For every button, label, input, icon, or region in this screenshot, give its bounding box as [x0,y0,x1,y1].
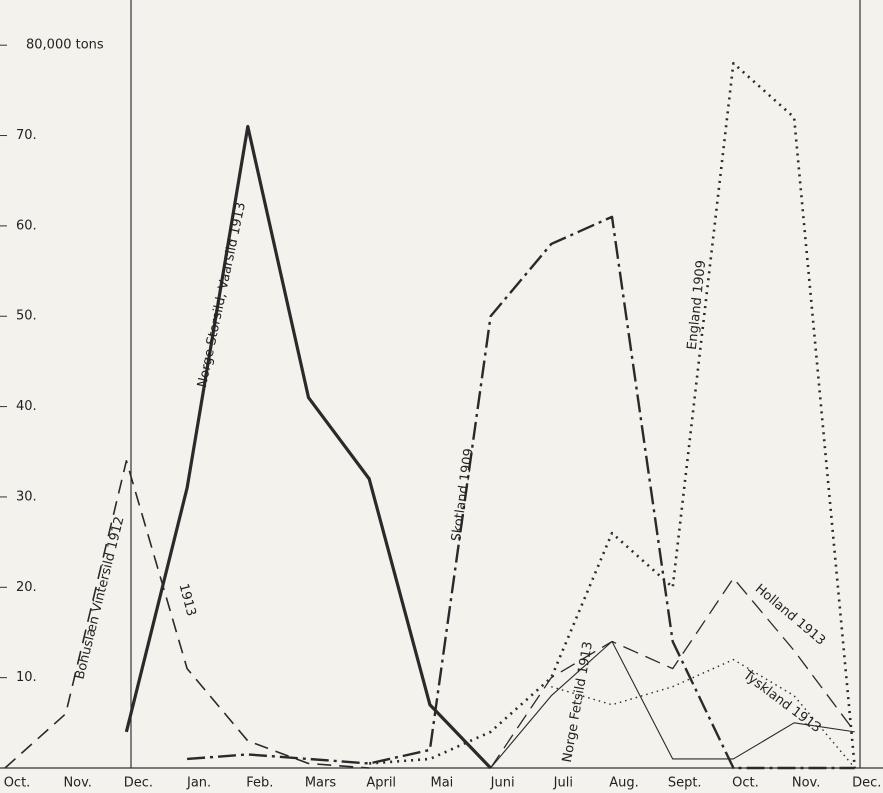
y-tick-label: 30. [16,489,37,504]
x-tick-label: Oct. [4,776,31,791]
series-line [124,124,492,770]
x-tick-label: Mai [431,776,454,791]
series-line [369,61,857,769]
x-tick-label: Nov. [792,776,821,791]
series-line [551,658,856,769]
series-line [4,460,370,769]
x-tick-label: Sept. [668,776,702,791]
x-tick-label: Nov. [63,776,92,791]
y-tick-label: 40. [16,399,37,414]
x-tick-label: Juli [553,776,573,791]
y-tick-label: 10. [16,670,37,685]
x-tick-label: Dec. [124,776,153,791]
x-tick-label: April [366,776,396,791]
x-tick-label: Juni [490,776,515,791]
x-tick-label: Feb. [246,776,273,791]
series-line [187,215,855,770]
x-tick-label: Oct. [732,776,759,791]
series-line [490,640,855,769]
x-tick-label: Aug. [609,776,639,791]
y-tick-label: 80,000 tons [26,38,104,53]
y-tick-label: 20. [16,580,37,595]
y-tick-label: 70. [16,128,37,143]
series-line [490,577,856,769]
x-tick-label: Jan. [186,776,211,791]
y-tick-label: 60. [16,218,37,233]
x-tick-label: Dec. [852,776,881,791]
x-tick-label: Mars [305,776,337,791]
y-tick-label: 50. [16,309,37,324]
